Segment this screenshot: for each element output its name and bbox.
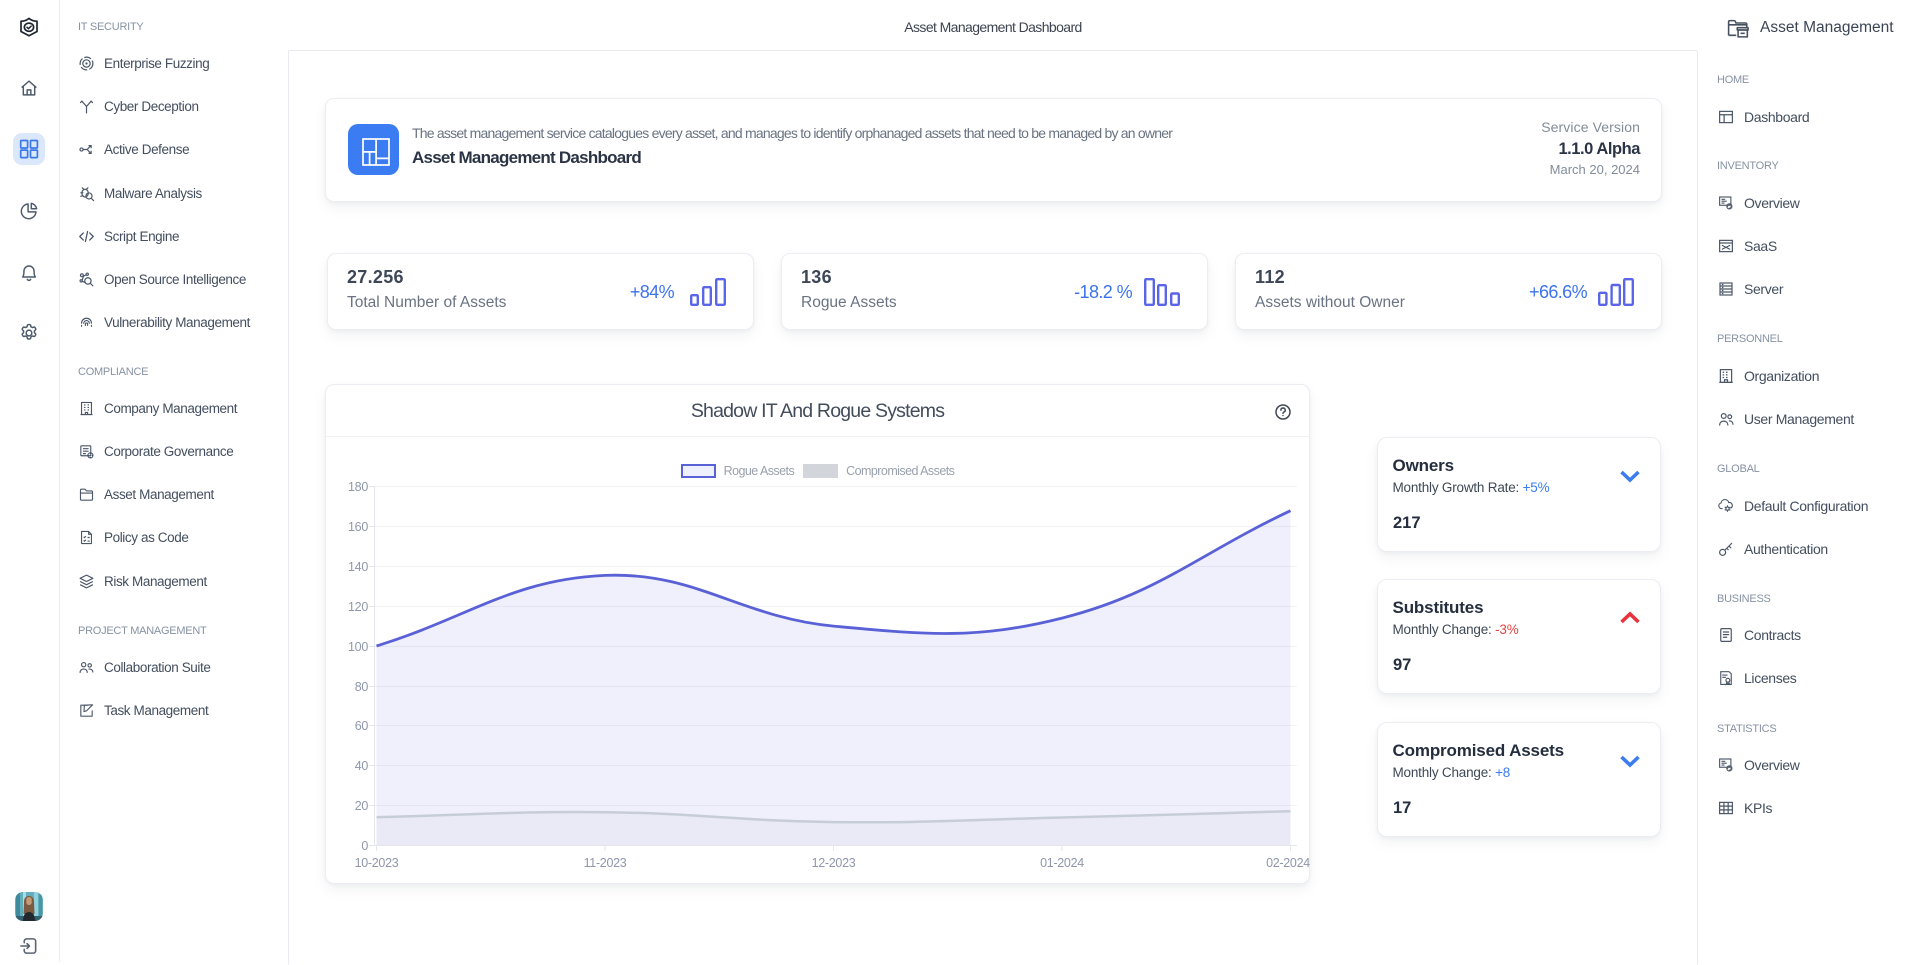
svg-text:01-2024: 01-2024: [1040, 856, 1084, 870]
svg-text:0: 0: [361, 839, 368, 853]
svg-text:12-2023: 12-2023: [812, 856, 856, 870]
svg-text:02-2024: 02-2024: [1266, 856, 1310, 870]
svg-text:80: 80: [355, 680, 369, 694]
svg-text:20: 20: [355, 799, 369, 813]
svg-text:180: 180: [348, 480, 368, 494]
svg-text:40: 40: [355, 759, 369, 773]
svg-text:100: 100: [348, 640, 368, 654]
svg-text:11-2023: 11-2023: [584, 856, 627, 870]
svg-text:60: 60: [355, 719, 369, 733]
svg-text:120: 120: [348, 600, 368, 614]
svg-text:160: 160: [348, 520, 368, 534]
svg-text:10-2023: 10-2023: [355, 856, 399, 870]
svg-text:140: 140: [348, 560, 368, 574]
